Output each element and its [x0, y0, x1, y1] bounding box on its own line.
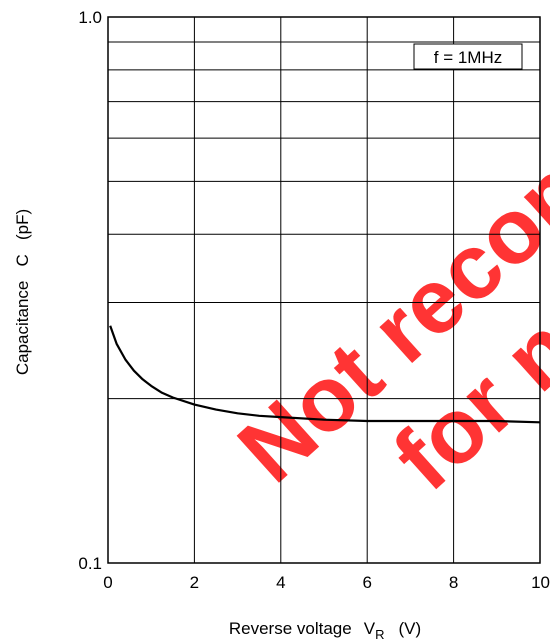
- x-tick-label: 8: [449, 573, 458, 592]
- plot-frame: [107, 16, 541, 564]
- annotation-box: [413, 43, 523, 70]
- x-tick-label: 4: [276, 573, 285, 592]
- x-tick-label: 6: [362, 573, 371, 592]
- x-tick-label: 2: [190, 573, 199, 592]
- grid: [108, 17, 540, 563]
- series-lines: [109, 325, 541, 424]
- x-axis-label-text: Reverse voltage: [229, 619, 352, 638]
- y-axis-label: Capacitance C (pF): [13, 209, 32, 375]
- x-axis-label-unit: (V): [398, 619, 421, 638]
- x-tick-labels: 0 2 4 6 8 10: [103, 573, 550, 592]
- y-tick-labels: 0.1 1.0: [78, 8, 102, 573]
- x-tick-label: 0: [103, 573, 112, 592]
- x-axis-label-symbol: V: [364, 619, 376, 638]
- y-tick-label: 1.0: [78, 8, 102, 27]
- y-tick-label: 0.1: [78, 554, 102, 573]
- x-tick-label: 10: [531, 573, 550, 592]
- capacitance-curve: [109, 325, 541, 424]
- frequency-annotation: f = 1MHz: [413, 43, 523, 70]
- annotation-text: f = 1MHz: [434, 48, 503, 67]
- x-axis-label-subscript: R: [375, 627, 384, 642]
- x-axis-label: Reverse voltage VR (V): [229, 619, 421, 642]
- watermark: Not recommended for new design: [220, 0, 550, 510]
